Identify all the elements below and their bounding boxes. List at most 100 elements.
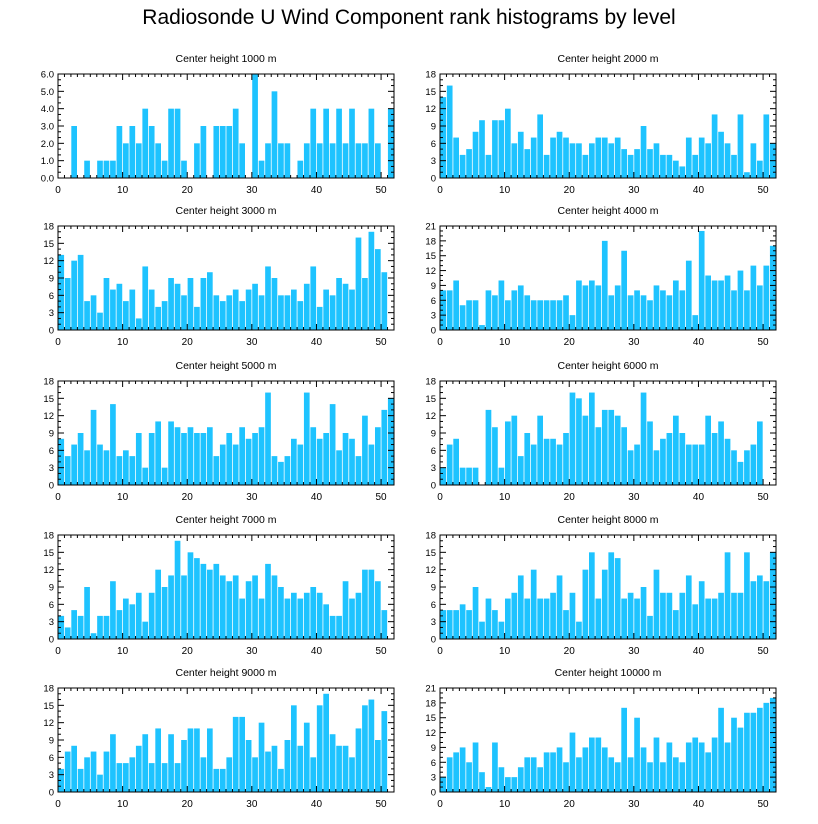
x-tick-label: 30: [246, 646, 258, 657]
bar: [265, 392, 271, 485]
bar: [440, 467, 447, 485]
y-tick-label: 18: [43, 222, 54, 233]
bar: [737, 592, 744, 639]
bar: [297, 301, 304, 330]
bar: [148, 433, 155, 485]
bar: [329, 615, 336, 639]
x-tick-label: 0: [55, 799, 61, 810]
bar: [148, 763, 155, 792]
bar: [466, 762, 472, 792]
bar: [155, 728, 161, 792]
bar: [666, 742, 673, 792]
bar: [336, 745, 342, 792]
bar: [517, 285, 524, 330]
bar: [303, 283, 310, 330]
bar: [731, 592, 737, 639]
bar: [329, 404, 336, 485]
x-tick-label: 40: [693, 799, 705, 810]
bar: [556, 444, 563, 485]
bar: [278, 143, 284, 178]
bar: [737, 270, 744, 330]
bar: [718, 707, 724, 792]
y-tick-label: 15: [43, 548, 54, 559]
bar: [530, 569, 537, 639]
y-tick-label: 3: [49, 308, 54, 319]
bar: [685, 137, 692, 178]
bar: [342, 143, 349, 178]
bar: [155, 306, 161, 330]
y-tick-label: 12: [425, 565, 436, 576]
bar: [737, 114, 744, 178]
bar: [608, 295, 615, 330]
bar: [744, 712, 750, 792]
bar: [634, 717, 640, 792]
y-tick-label: 3: [49, 770, 54, 781]
bar: [660, 290, 666, 330]
bar: [200, 757, 207, 792]
bar: [757, 707, 763, 792]
bar: [110, 581, 116, 639]
bar: [232, 716, 239, 792]
bar: [505, 598, 511, 639]
bar: [666, 433, 673, 485]
bar: [207, 427, 213, 485]
x-tick-label: 40: [311, 646, 323, 657]
bar: [342, 581, 349, 639]
bar: [446, 444, 453, 485]
bar: [485, 290, 492, 330]
bar: [252, 74, 258, 178]
bar: [718, 421, 724, 485]
bar: [453, 610, 459, 639]
bar: [103, 751, 110, 792]
bar: [492, 427, 498, 485]
bar: [329, 734, 336, 792]
y-tick-label: 5.0: [41, 87, 54, 98]
bar: [336, 450, 342, 485]
bar: [550, 752, 556, 792]
bar: [213, 126, 220, 178]
x-tick-label: 20: [182, 646, 194, 657]
bar: [530, 300, 537, 330]
y-tick-label: 15: [425, 713, 436, 724]
bar: [84, 160, 90, 178]
panel-title: Center height 8000 m: [558, 514, 659, 526]
bar: [258, 722, 265, 792]
y-tick-label: 9: [431, 122, 436, 133]
chart-panel: Center height 6000 m 0 10 20 30 40 50 0 3 6 9 12 15 1…: [425, 360, 777, 503]
bar: [232, 289, 239, 330]
bar: [569, 732, 576, 792]
bar: [705, 415, 711, 485]
y-tick-label: 18: [425, 70, 436, 81]
bar: [155, 421, 161, 485]
bar: [116, 763, 123, 792]
bar: [511, 290, 518, 330]
bar: [614, 285, 621, 330]
bar: [239, 716, 245, 792]
bar: [116, 610, 123, 639]
x-tick-label: 40: [311, 337, 323, 348]
bar: [440, 610, 447, 639]
bar: [310, 266, 317, 330]
x-tick-label: 10: [117, 799, 129, 810]
bar: [666, 295, 673, 330]
bar: [271, 456, 278, 485]
x-tick-label: 40: [693, 185, 705, 196]
y-tick-label: 15: [43, 394, 54, 405]
bar: [110, 734, 116, 792]
y-tick-label: 0: [49, 788, 54, 799]
bar: [194, 433, 200, 485]
bar: [769, 697, 776, 792]
bar: [627, 154, 634, 178]
bar: [485, 787, 492, 792]
x-tick-label: 50: [758, 799, 770, 810]
y-tick-label: 6: [431, 600, 436, 611]
bar: [569, 392, 576, 485]
bar: [724, 742, 731, 792]
bar: [627, 450, 634, 485]
bar: [621, 598, 627, 639]
bar: [698, 742, 705, 792]
bar: [64, 627, 71, 639]
bar: [608, 409, 615, 485]
bar: [207, 728, 213, 792]
bar: [505, 108, 511, 178]
